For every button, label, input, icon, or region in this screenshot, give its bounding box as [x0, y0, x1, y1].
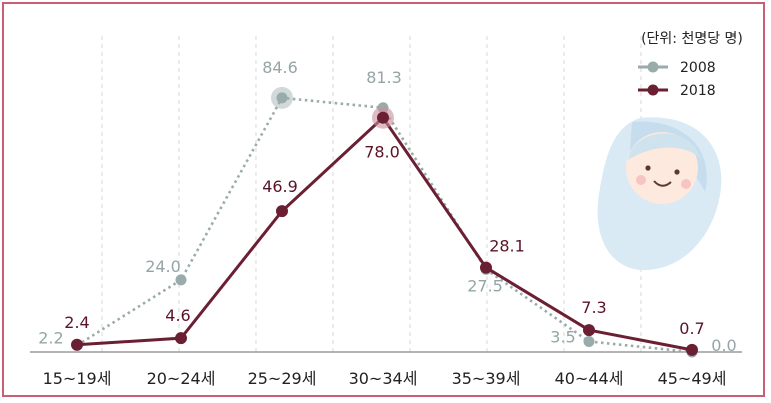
x-tick-label: 45~49세 [658, 369, 727, 388]
data-point-2018 [686, 343, 698, 356]
x-tick-label: 30~34세 [349, 369, 418, 388]
data-point-2008 [583, 335, 595, 347]
legend-label: 2018 [680, 83, 716, 99]
data-label-2008: 3.5 [550, 327, 575, 346]
data-label-2008: 0.0 [711, 336, 736, 355]
baby-icon [597, 117, 722, 271]
data-label-2018: 2.4 [64, 313, 89, 332]
x-tick-label: 40~44세 [555, 369, 624, 388]
data-point-2008 [276, 92, 288, 104]
data-label-2008: 81.3 [366, 68, 402, 87]
legend-marker [647, 61, 659, 73]
data-point-2018 [276, 205, 288, 218]
data-point-2018 [377, 111, 389, 124]
data-label-2018: 28.1 [489, 237, 525, 256]
data-label-2018: 46.9 [262, 177, 298, 196]
data-point-2018 [480, 261, 492, 274]
data-label-2008: 24.0 [145, 257, 181, 276]
legend: (단위: 천명당 명) 2008 2018 [638, 31, 743, 99]
x-tick-label: 20~24세 [147, 369, 216, 388]
legend-marker [647, 84, 659, 96]
data-label-2018: 7.3 [581, 298, 606, 317]
data-label-2008: 27.5 [467, 276, 503, 295]
unit-label: (단위: 천명당 명) [641, 31, 743, 47]
x-tick-label: 15~19세 [43, 369, 112, 388]
data-point-2018 [175, 332, 187, 345]
data-point-2018 [71, 338, 83, 351]
x-tick-label: 35~39세 [452, 369, 521, 388]
data-label-2008: 2.2 [38, 328, 63, 347]
data-point-2018 [583, 324, 595, 337]
data-point-2008 [175, 274, 187, 286]
x-tick-label: 25~29세 [248, 369, 317, 388]
data-label-2018: 78.0 [364, 143, 400, 162]
data-label-2008: 84.6 [262, 58, 298, 77]
legend-label: 2008 [680, 60, 716, 76]
data-label-2018: 0.7 [679, 319, 704, 338]
data-label-2018: 4.6 [165, 306, 190, 325]
